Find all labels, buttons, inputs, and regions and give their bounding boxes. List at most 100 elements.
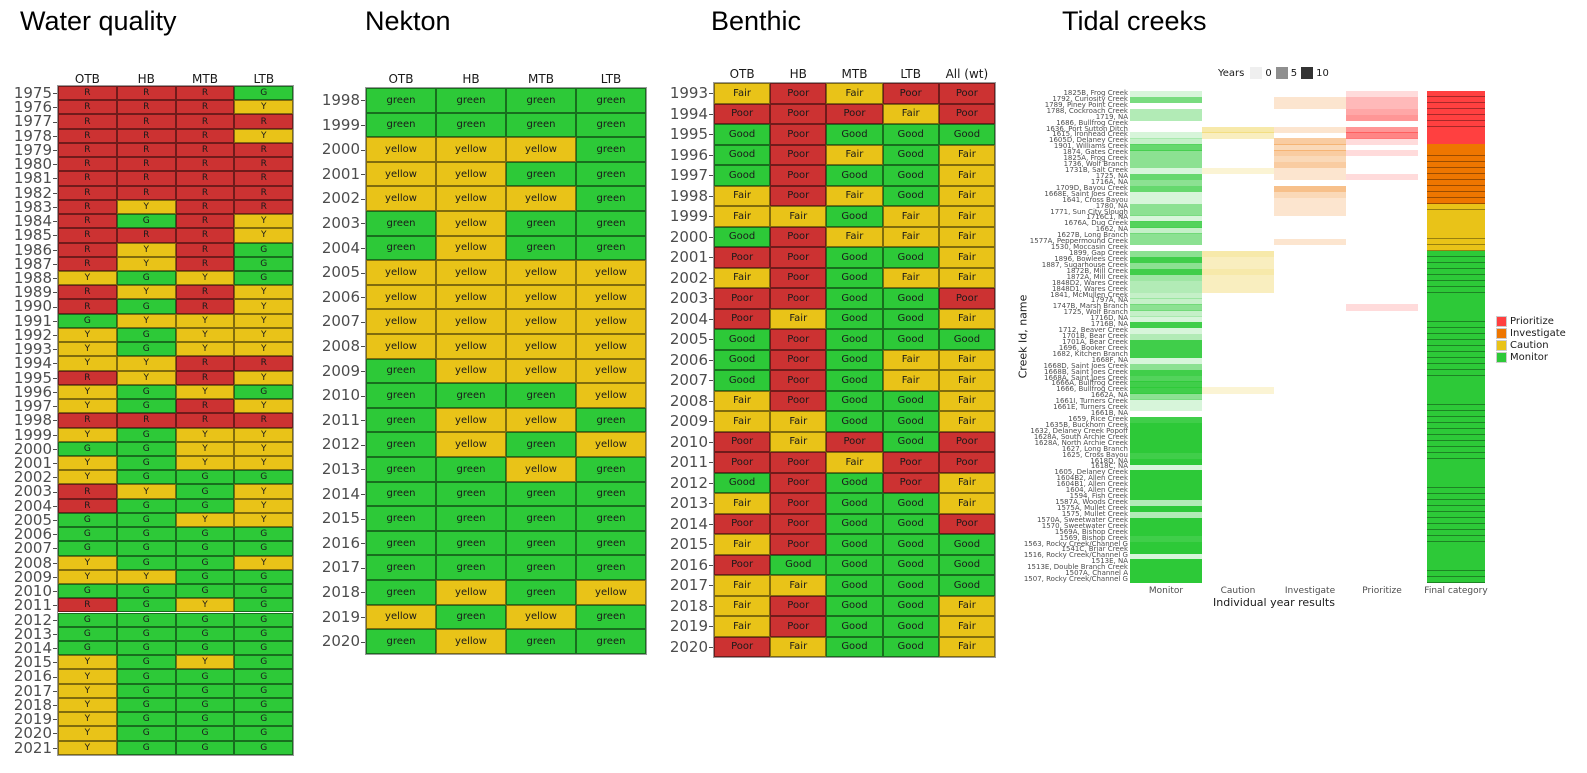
column-header: HB	[462, 72, 480, 86]
row-tick	[361, 124, 365, 126]
grid-cell: Poor	[938, 513, 995, 534]
grid-cell: R	[116, 228, 176, 243]
row-tick	[53, 391, 57, 393]
grid-cell: yellow	[436, 235, 506, 261]
grid-cell: Y	[58, 470, 117, 485]
monitor-band	[1130, 274, 1202, 281]
grid-cell: Y	[116, 484, 176, 499]
row-tick	[53, 648, 57, 650]
grid-cell: green	[506, 112, 576, 138]
grid-cell: green	[576, 457, 646, 482]
grid-cell: R	[116, 413, 176, 428]
creek-label: 1789, Piney Point Creek	[1044, 100, 1128, 109]
grid-cell: green	[366, 506, 436, 531]
grid-cell: Good	[882, 493, 939, 514]
row-label: 1982	[13, 183, 52, 202]
grid-cell: G	[234, 527, 294, 542]
grid-cell: Y	[234, 100, 294, 115]
final-category-cell	[1427, 179, 1485, 187]
row-label: 1979	[13, 140, 52, 159]
row-tick	[53, 178, 57, 180]
creek-label: 1899, Gap Creek	[1069, 249, 1128, 258]
grid-cell: Poor	[770, 513, 827, 534]
grid-cell: green	[366, 555, 436, 580]
grid-cell: Y	[116, 313, 176, 328]
grid-cell: R	[58, 214, 117, 229]
grid-cell: G	[175, 740, 235, 755]
row-tick	[53, 747, 57, 749]
grid-cell: green	[506, 555, 576, 580]
grid-cell: Y	[234, 498, 294, 513]
grid-cell: yellow	[506, 457, 576, 482]
caution-band	[1202, 268, 1274, 276]
creek-label: 1569, Bishop Creek	[1059, 533, 1128, 542]
row-tick	[361, 469, 365, 471]
grid-cell: G	[234, 256, 294, 271]
row-label: 2004	[321, 238, 360, 257]
grid-cell: Good	[826, 513, 883, 534]
row-label: 1994	[13, 354, 52, 373]
grid-cell: Good	[826, 493, 883, 514]
row-tick	[53, 150, 57, 152]
grid-cell: R	[175, 228, 235, 243]
row-tick	[709, 482, 713, 484]
grid-cell: Poor	[714, 636, 771, 657]
final-category-cell	[1427, 577, 1485, 584]
row-label: 1984	[13, 212, 52, 231]
row-label: 1999	[321, 115, 360, 134]
grid-cell: R	[175, 356, 235, 371]
years-label-0: 0	[1265, 67, 1272, 79]
row-label: 2020	[669, 637, 708, 656]
final-category-cell	[1427, 458, 1485, 465]
prioritize-band	[1346, 150, 1418, 157]
row-tick	[709, 154, 713, 156]
row-label: 2005	[669, 330, 708, 348]
legend-label: Investigate	[1510, 328, 1566, 339]
final-category-cell	[1427, 334, 1485, 341]
row-label: 1976	[13, 98, 52, 117]
creek-label: 1736, Wolf Branch	[1063, 160, 1128, 169]
grid-cell: G	[116, 541, 176, 556]
creek-label: 1716C1, NA	[1086, 213, 1128, 222]
monitor-band	[1130, 168, 1202, 175]
grid-cell: Fair	[882, 103, 939, 124]
grid-cell: Fair	[938, 206, 995, 227]
grid-cell: G	[234, 569, 294, 585]
grid-cell: G	[175, 640, 235, 656]
row-tick	[53, 278, 57, 280]
row-tick	[361, 616, 365, 618]
grid-cell: green	[436, 506, 506, 531]
grid-cell: G	[234, 612, 294, 627]
grid-cell: yellow	[576, 432, 646, 457]
row-tick	[709, 216, 713, 218]
creek-label: 1716D, NA	[1090, 314, 1128, 323]
row-label: 1983	[13, 197, 52, 216]
grid-cell: Fair	[770, 411, 827, 432]
row-tick	[709, 626, 713, 628]
grid-cell: yellow	[366, 260, 436, 285]
grid-cell: Y	[234, 555, 294, 570]
monitor-band	[1130, 334, 1202, 341]
row-label: 2018	[13, 695, 52, 714]
grid-cell: Poor	[882, 472, 939, 493]
monitor-band	[1130, 458, 1202, 465]
monitor-band	[1130, 446, 1202, 453]
grid-cell: green	[436, 457, 506, 482]
final-category-cell	[1427, 399, 1485, 406]
grid-cell: yellow	[436, 407, 506, 433]
monitor-band	[1130, 399, 1202, 406]
grid-cell: Poor	[714, 431, 771, 452]
grid-cell: green	[436, 88, 506, 113]
creek-label: 1848D2, Wares Creek	[1051, 278, 1128, 287]
grid-cell: G	[116, 299, 176, 314]
grid-cell: R	[234, 356, 294, 371]
grid-cell: R	[175, 100, 235, 115]
grid-cell: Fair	[882, 206, 939, 227]
grid-cell: Fair	[938, 411, 995, 432]
grid-cell: Poor	[770, 534, 827, 555]
grid-cell: green	[366, 481, 436, 507]
row-label: 2000	[669, 227, 708, 246]
grid-cell: R	[58, 86, 117, 101]
creek-label: 1575A, Mullet Creek	[1057, 503, 1128, 512]
grid-cell: Y	[234, 285, 294, 300]
